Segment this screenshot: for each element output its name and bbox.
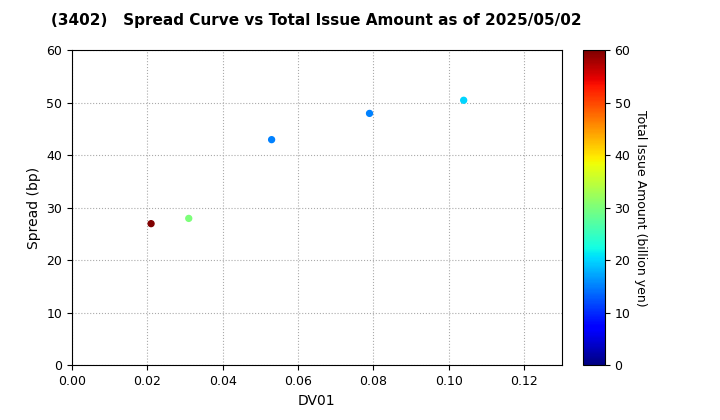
X-axis label: DV01: DV01 — [298, 394, 336, 408]
Point — [183, 215, 194, 222]
Y-axis label: Spread (bp): Spread (bp) — [27, 167, 41, 249]
Point — [364, 110, 375, 117]
Y-axis label: Total Issue Amount (billion yen): Total Issue Amount (billion yen) — [634, 110, 647, 306]
Point — [145, 220, 157, 227]
Point — [458, 97, 469, 104]
Text: (3402)   Spread Curve vs Total Issue Amount as of 2025/05/02: (3402) Spread Curve vs Total Issue Amoun… — [52, 13, 582, 28]
Point — [266, 136, 277, 143]
